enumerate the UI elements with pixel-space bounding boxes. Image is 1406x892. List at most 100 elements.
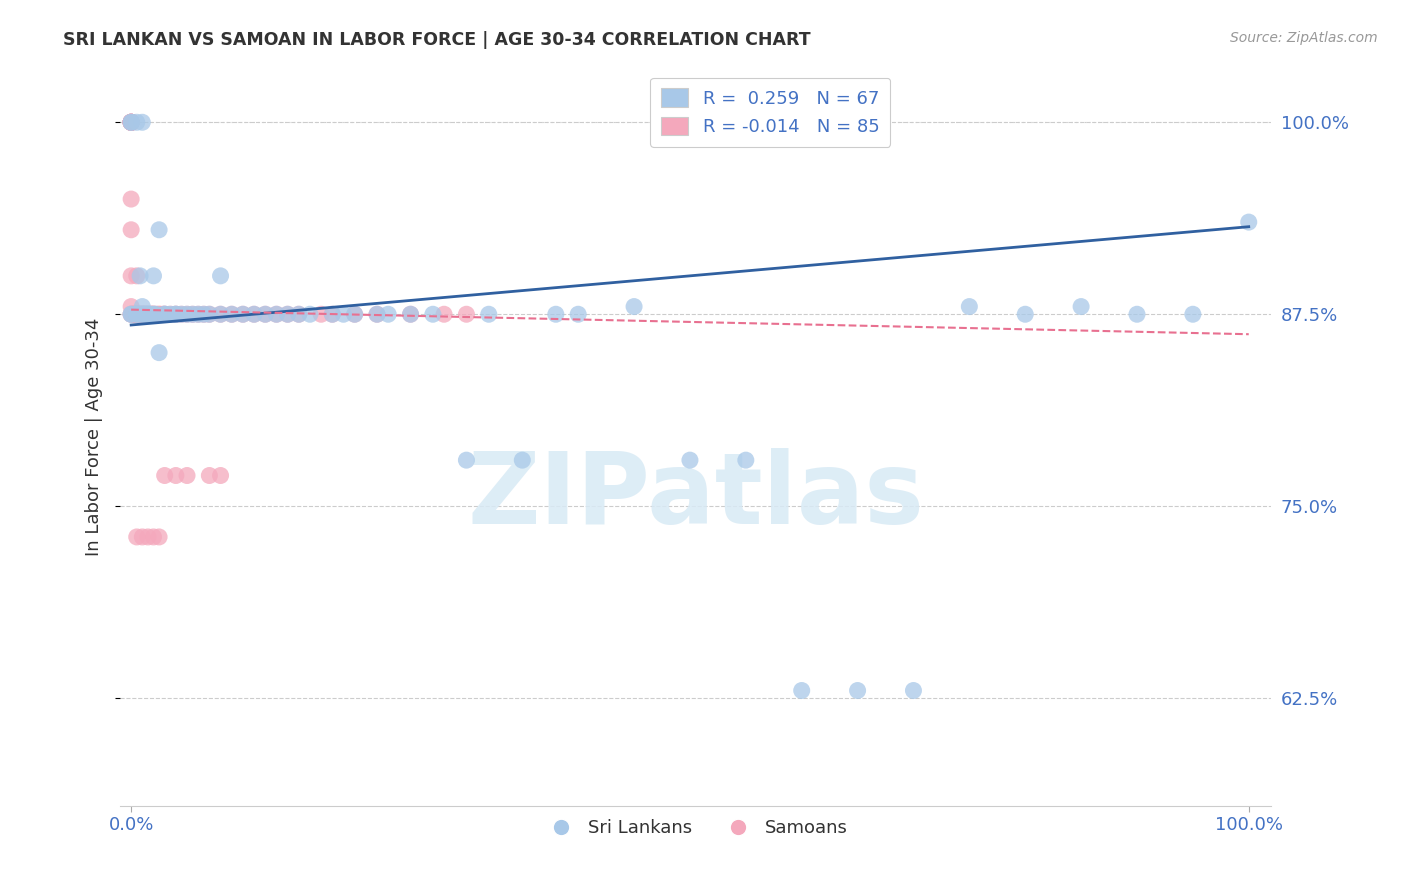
Point — [134, 307, 156, 321]
Point — [138, 307, 160, 321]
Point — [221, 307, 243, 321]
Point — [129, 307, 152, 321]
Point — [399, 307, 422, 321]
Point — [165, 307, 187, 321]
Point — [170, 307, 193, 321]
Point — [120, 115, 142, 129]
Point — [1014, 307, 1036, 321]
Point — [131, 307, 153, 321]
Point — [266, 307, 288, 321]
Point — [422, 307, 444, 321]
Point — [153, 307, 176, 321]
Point — [136, 307, 159, 321]
Point — [134, 307, 156, 321]
Point — [181, 307, 204, 321]
Point — [903, 683, 925, 698]
Point — [198, 307, 221, 321]
Point — [176, 307, 198, 321]
Point — [846, 683, 869, 698]
Point — [131, 307, 153, 321]
Point — [209, 468, 232, 483]
Point — [243, 307, 266, 321]
Point — [187, 307, 209, 321]
Point — [125, 530, 148, 544]
Point — [366, 307, 388, 321]
Point — [309, 307, 332, 321]
Point — [120, 192, 142, 206]
Point — [159, 307, 181, 321]
Point — [141, 307, 163, 321]
Point — [122, 307, 145, 321]
Point — [321, 307, 343, 321]
Point — [209, 268, 232, 283]
Point — [165, 307, 187, 321]
Point — [232, 307, 254, 321]
Point — [136, 307, 159, 321]
Y-axis label: In Labor Force | Age 30-34: In Labor Force | Age 30-34 — [86, 318, 103, 557]
Point — [181, 307, 204, 321]
Point — [1126, 307, 1149, 321]
Point — [298, 307, 321, 321]
Point — [131, 115, 153, 129]
Text: SRI LANKAN VS SAMOAN IN LABOR FORCE | AGE 30-34 CORRELATION CHART: SRI LANKAN VS SAMOAN IN LABOR FORCE | AG… — [63, 31, 811, 49]
Point — [120, 115, 142, 129]
Point — [125, 307, 148, 321]
Legend: Sri Lankans, Samoans: Sri Lankans, Samoans — [536, 812, 855, 845]
Point — [148, 345, 170, 359]
Point — [159, 307, 181, 321]
Point — [623, 300, 645, 314]
Point — [120, 115, 142, 129]
Point — [120, 307, 142, 321]
Point — [131, 307, 153, 321]
Point — [120, 307, 142, 321]
Point — [136, 530, 159, 544]
Point — [198, 468, 221, 483]
Point — [148, 223, 170, 237]
Point — [209, 307, 232, 321]
Point — [127, 307, 149, 321]
Point — [142, 307, 165, 321]
Point — [153, 307, 176, 321]
Text: Source: ZipAtlas.com: Source: ZipAtlas.com — [1230, 31, 1378, 45]
Point — [254, 307, 277, 321]
Point — [125, 307, 148, 321]
Point — [1070, 300, 1092, 314]
Point — [129, 268, 152, 283]
Point — [124, 307, 146, 321]
Point — [148, 307, 170, 321]
Point — [567, 307, 589, 321]
Point — [176, 468, 198, 483]
Point — [153, 307, 176, 321]
Point — [165, 307, 187, 321]
Point — [125, 307, 148, 321]
Point — [125, 115, 148, 129]
Point — [120, 115, 142, 129]
Point — [288, 307, 311, 321]
Point — [120, 268, 142, 283]
Point — [120, 115, 142, 129]
Point — [170, 307, 193, 321]
Point — [129, 307, 152, 321]
Point — [209, 307, 232, 321]
Point — [254, 307, 277, 321]
Point — [148, 307, 170, 321]
Point — [332, 307, 354, 321]
Point — [124, 307, 146, 321]
Point — [277, 307, 299, 321]
Text: ZIPatlas: ZIPatlas — [467, 448, 924, 545]
Point — [153, 468, 176, 483]
Point — [399, 307, 422, 321]
Point — [120, 115, 142, 129]
Point — [243, 307, 266, 321]
Point — [120, 223, 142, 237]
Point — [120, 307, 142, 321]
Point — [152, 307, 174, 321]
Point — [321, 307, 343, 321]
Point — [193, 307, 215, 321]
Point — [139, 307, 162, 321]
Point — [193, 307, 215, 321]
Point — [456, 307, 478, 321]
Point — [1181, 307, 1204, 321]
Point — [176, 307, 198, 321]
Point — [456, 453, 478, 467]
